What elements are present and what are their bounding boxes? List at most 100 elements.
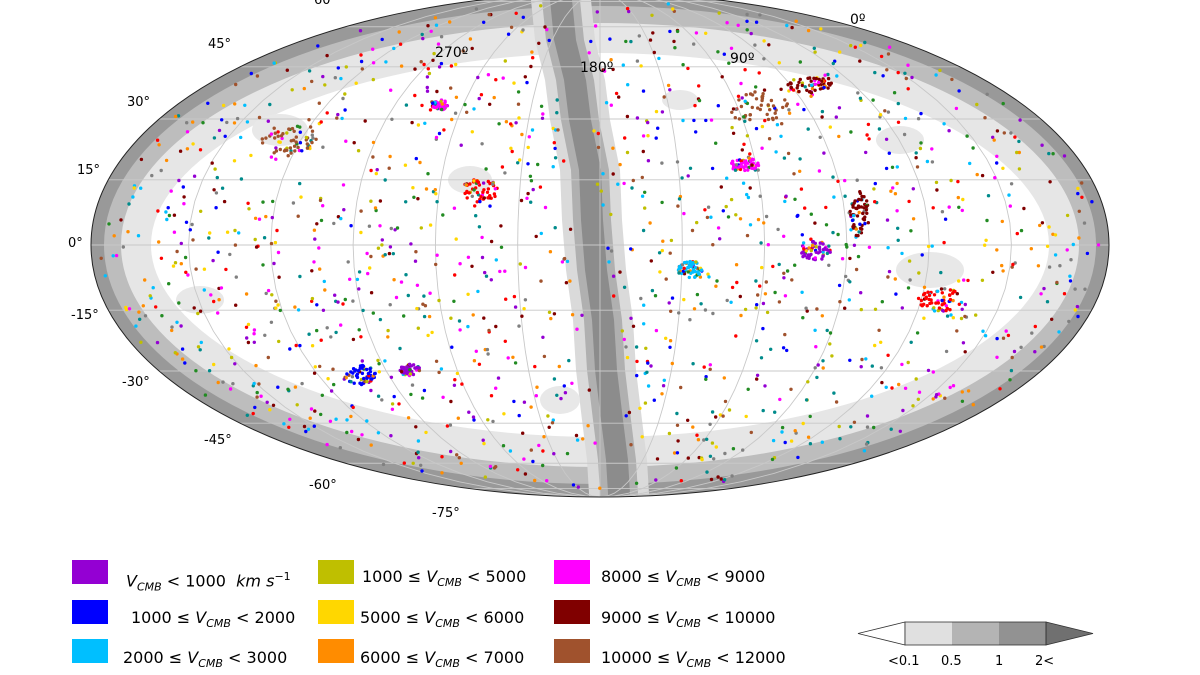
galaxy-point — [474, 349, 478, 353]
galaxy-point — [808, 442, 813, 446]
galaxy-point — [139, 186, 143, 190]
galaxy-point — [523, 265, 528, 270]
galaxy-point — [492, 466, 497, 470]
legend-label-v1: 1000 ≤ VCMB < 2000 — [131, 608, 296, 631]
galaxy-point — [491, 419, 495, 424]
galaxy-point — [408, 372, 413, 376]
galaxy-point — [346, 260, 350, 264]
galaxy-point — [648, 38, 653, 42]
galaxy-point — [321, 145, 325, 149]
galaxy-point — [940, 291, 944, 295]
galaxy-point — [818, 241, 822, 245]
galaxy-point — [487, 12, 491, 17]
galaxy-point — [454, 237, 458, 241]
galaxy-point — [723, 399, 728, 404]
galaxy-point — [983, 116, 987, 120]
galaxy-point — [310, 344, 315, 348]
galaxy-point — [273, 136, 277, 140]
galaxy-point — [769, 347, 773, 351]
galaxy-point — [356, 149, 361, 153]
galaxy-point — [504, 297, 508, 301]
galaxy-point — [710, 441, 715, 445]
galaxy-point — [1047, 265, 1052, 269]
galaxy-point — [435, 89, 439, 94]
galaxy-point — [434, 192, 438, 196]
galaxy-point — [638, 406, 642, 410]
galaxy-point — [824, 205, 828, 210]
galaxy-point — [718, 237, 722, 241]
galaxy-point — [1036, 264, 1041, 268]
galaxy-point — [1019, 228, 1024, 233]
galaxy-point — [813, 50, 817, 54]
galaxy-point — [185, 130, 190, 134]
galaxy-point — [309, 407, 314, 411]
galaxy-point — [859, 227, 864, 231]
galaxy-point — [556, 128, 560, 132]
galaxy-point — [722, 376, 726, 380]
galaxy-point — [983, 243, 987, 247]
galaxy-point — [801, 316, 805, 320]
galaxy-point — [371, 47, 375, 51]
galaxy-point — [403, 163, 408, 167]
galaxy-point — [223, 134, 227, 138]
galaxy-point — [675, 451, 680, 455]
galaxy-point — [488, 194, 492, 198]
galaxy-point — [574, 433, 579, 438]
galaxy-point — [864, 208, 869, 212]
galaxy-point — [731, 165, 736, 169]
galaxy-point — [555, 393, 559, 397]
galaxy-point — [992, 138, 996, 142]
galaxy-point — [194, 369, 198, 373]
galaxy-point — [699, 302, 703, 306]
galaxy-point — [966, 278, 970, 283]
galaxy-point — [731, 131, 736, 135]
galaxy-point — [349, 224, 353, 228]
galaxy-point — [157, 240, 161, 244]
galaxy-point — [420, 103, 424, 108]
galaxy-point — [629, 39, 633, 44]
galaxy-point — [726, 215, 731, 219]
galaxy-point — [472, 107, 476, 111]
galaxy-point — [696, 270, 700, 274]
galaxy-point — [227, 347, 231, 351]
galaxy-point — [602, 69, 607, 73]
galaxy-point — [286, 154, 290, 158]
galaxy-point — [808, 254, 812, 258]
galaxy-point — [369, 254, 373, 259]
galaxy-point — [292, 144, 297, 148]
galaxy-point — [276, 303, 280, 307]
galaxy-point — [506, 356, 510, 360]
galaxy-point — [260, 141, 265, 145]
galaxy-point — [756, 217, 761, 222]
galaxy-point — [492, 95, 496, 100]
galaxy-point — [448, 20, 452, 24]
galaxy-point — [278, 147, 282, 152]
galaxy-point — [947, 129, 951, 133]
galaxy-point — [440, 102, 444, 106]
galaxy-point — [1004, 329, 1008, 333]
galaxy-point — [413, 93, 417, 98]
galaxy-point — [782, 156, 787, 160]
galaxy-point — [944, 349, 949, 354]
galaxy-point — [668, 88, 672, 92]
galaxy-point — [748, 92, 753, 96]
galaxy-point — [736, 94, 741, 99]
galaxy-point — [1068, 274, 1072, 278]
galaxy-point — [376, 431, 381, 435]
galaxy-point — [822, 151, 826, 155]
galaxy-point — [1050, 317, 1054, 321]
galaxy-point — [212, 188, 216, 192]
galaxy-point — [449, 86, 453, 90]
galaxy-point — [454, 62, 458, 67]
galaxy-point — [1019, 345, 1023, 349]
galaxy-point — [235, 116, 240, 121]
galaxy-point — [745, 101, 750, 106]
galaxy-point — [945, 314, 950, 318]
galaxy-point — [704, 31, 708, 35]
galaxy-point — [821, 366, 825, 370]
galaxy-point — [748, 152, 752, 156]
galaxy-point — [255, 390, 259, 395]
galaxy-point — [173, 261, 178, 265]
grey-patch — [176, 286, 224, 314]
galaxy-point — [148, 294, 152, 298]
